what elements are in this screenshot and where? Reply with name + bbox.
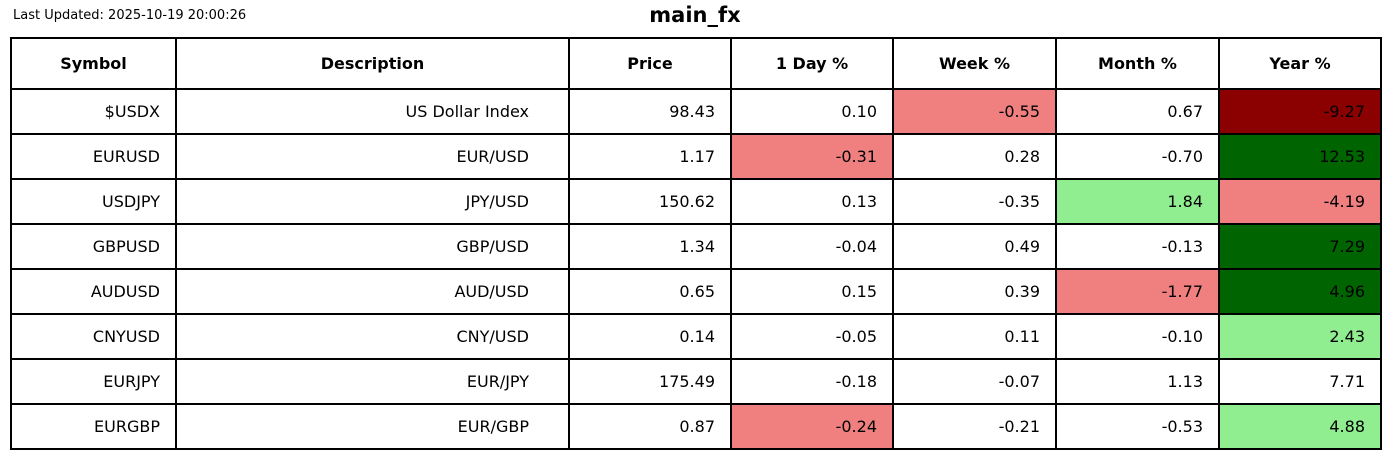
cell-symbol: EURUSD	[10, 133, 177, 180]
cell-year-pct: 4.96	[1218, 268, 1382, 315]
column-header-price: Price	[568, 37, 732, 90]
cell-symbol: EURGBP	[10, 403, 177, 450]
column-header-day-pct: 1 Day %	[730, 37, 894, 90]
last-updated-text: Last Updated: 2025-10-19 20:00:26	[13, 8, 247, 23]
cell-symbol: GBPUSD	[10, 223, 177, 270]
cell-price: 150.62	[568, 178, 732, 225]
column-header-symbol: Symbol	[10, 37, 177, 90]
cell-year-pct: 2.43	[1218, 313, 1382, 360]
cell-week-pct: 0.39	[892, 268, 1057, 315]
cell-day-pct: 0.15	[730, 268, 894, 315]
column-header-week-pct: Week %	[892, 37, 1057, 90]
cell-day-pct: -0.31	[730, 133, 894, 180]
cell-month-pct: -0.13	[1055, 223, 1220, 270]
cell-symbol: USDJPY	[10, 178, 177, 225]
cell-year-pct: -4.19	[1218, 178, 1382, 225]
cell-week-pct: -0.35	[892, 178, 1057, 225]
cell-price: 98.43	[568, 88, 732, 135]
cell-week-pct: -0.55	[892, 88, 1057, 135]
cell-month-pct: -1.77	[1055, 268, 1220, 315]
table-row: USDJPY JPY/USD 150.62 0.13 -0.35 1.84 -4.19	[10, 178, 1382, 225]
cell-symbol: CNYUSD	[10, 313, 177, 360]
table-row: EURJPY EUR/JPY 175.49 -0.18 -0.07 1.13 7.71	[10, 358, 1382, 405]
table-row: EURGBP EUR/GBP 0.87 -0.24 -0.21 -0.53 4.88	[10, 403, 1382, 450]
cell-description: CNY/USD	[175, 313, 570, 360]
table-row: $USDX US Dollar Index 98.43 0.10 -0.55 0.67 -9…	[10, 88, 1382, 135]
cell-day-pct: -0.05	[730, 313, 894, 360]
cell-day-pct: 0.10	[730, 88, 894, 135]
cell-price: 175.49	[568, 358, 732, 405]
cell-week-pct: 0.11	[892, 313, 1057, 360]
cell-symbol: $USDX	[10, 88, 177, 135]
cell-description: US Dollar Index	[175, 88, 570, 135]
cell-year-pct: 7.71	[1218, 358, 1382, 405]
cell-price: 0.14	[568, 313, 732, 360]
cell-month-pct: 0.67	[1055, 88, 1220, 135]
cell-week-pct: 0.49	[892, 223, 1057, 270]
cell-description: EUR/JPY	[175, 358, 570, 405]
table-row: EURUSD EUR/USD 1.17 -0.31 0.28 -0.70 12.53	[10, 133, 1382, 180]
cell-description: JPY/USD	[175, 178, 570, 225]
cell-month-pct: 1.13	[1055, 358, 1220, 405]
header-row: Symbol Description Price 1 Day % Week % Month…	[10, 37, 1382, 90]
cell-year-pct: 4.88	[1218, 403, 1382, 450]
cell-month-pct: 1.84	[1055, 178, 1220, 225]
cell-day-pct: 0.13	[730, 178, 894, 225]
cell-month-pct: -0.53	[1055, 403, 1220, 450]
cell-price: 1.34	[568, 223, 732, 270]
cell-week-pct: -0.21	[892, 403, 1057, 450]
column-header-month-pct: Month %	[1055, 37, 1220, 90]
cell-description: EUR/GBP	[175, 403, 570, 450]
fx-table: Symbol Description Price 1 Day % Week % Month…	[10, 37, 1382, 450]
cell-month-pct: -0.10	[1055, 313, 1220, 360]
cell-day-pct: -0.18	[730, 358, 894, 405]
cell-year-pct: 7.29	[1218, 223, 1382, 270]
cell-price: 0.65	[568, 268, 732, 315]
cell-description: AUD/USD	[175, 268, 570, 315]
column-header-description: Description	[175, 37, 570, 90]
column-header-year-pct: Year %	[1218, 37, 1382, 90]
page-title: main_fx	[649, 3, 741, 27]
cell-day-pct: -0.24	[730, 403, 894, 450]
table-row: AUDUSD AUD/USD 0.65 0.15 0.39 -1.77 4.96	[10, 268, 1382, 315]
cell-day-pct: -0.04	[730, 223, 894, 270]
cell-symbol: AUDUSD	[10, 268, 177, 315]
cell-month-pct: -0.70	[1055, 133, 1220, 180]
table-row: GBPUSD GBP/USD 1.34 -0.04 0.49 -0.13 7.29	[10, 223, 1382, 270]
cell-week-pct: 0.28	[892, 133, 1057, 180]
fx-table-body: $USDX US Dollar Index 98.43 0.10 -0.55 0.67 -9…	[10, 88, 1382, 450]
cell-description: GBP/USD	[175, 223, 570, 270]
cell-symbol: EURJPY	[10, 358, 177, 405]
cell-price: 1.17	[568, 133, 732, 180]
cell-week-pct: -0.07	[892, 358, 1057, 405]
table-row: CNYUSD CNY/USD 0.14 -0.05 0.11 -0.10 2.43	[10, 313, 1382, 360]
cell-year-pct: -9.27	[1218, 88, 1382, 135]
cell-price: 0.87	[568, 403, 732, 450]
cell-year-pct: 12.53	[1218, 133, 1382, 180]
cell-description: EUR/USD	[175, 133, 570, 180]
